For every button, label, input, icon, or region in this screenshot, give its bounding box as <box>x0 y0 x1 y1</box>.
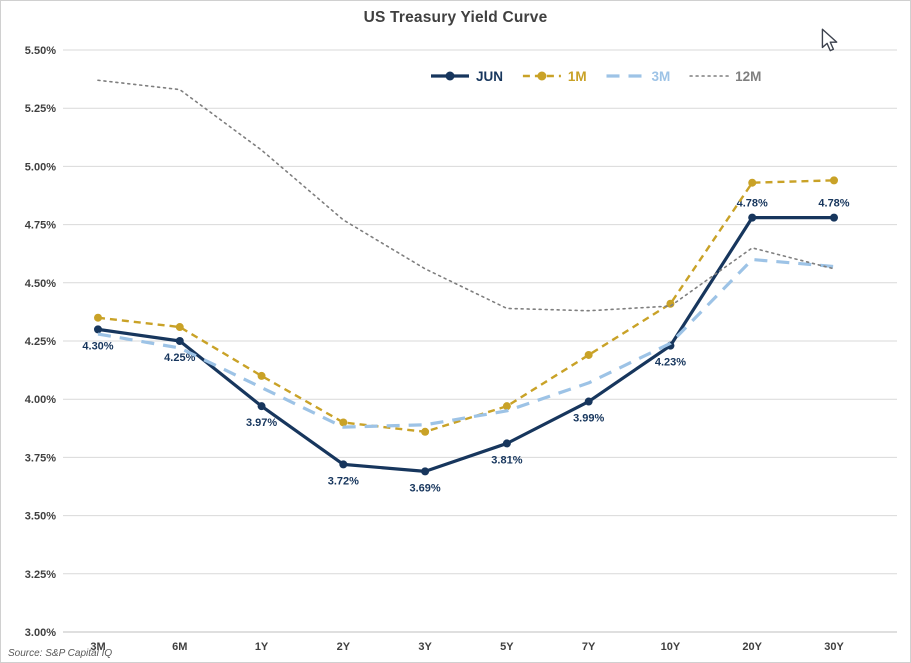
data-label: 4.78% <box>818 198 849 210</box>
legend-label-3m: 3M <box>652 69 671 84</box>
mouse-cursor-icon <box>821 28 838 52</box>
chart-title: US Treasury Yield Curve <box>363 9 548 26</box>
y-axis-tick-label: 5.25% <box>25 103 56 115</box>
legend-marker-1m <box>537 71 547 81</box>
y-axis-tick-label: 4.00% <box>25 394 56 406</box>
x-axis-tick-label: 20Y <box>742 641 762 653</box>
y-axis-tick-label: 4.25% <box>25 336 56 348</box>
y-axis-tick-label: 3.75% <box>25 452 56 464</box>
x-axis-tick-label: 6M <box>172 641 187 653</box>
data-point-jun <box>339 460 348 469</box>
legend-label-1m: 1M <box>568 69 587 84</box>
series-line-jun <box>97 216 834 473</box>
x-axis-tick-label: 3Y <box>418 641 432 653</box>
y-axis-tick-label: 3.50% <box>25 511 56 523</box>
data-point-1m <box>94 313 102 322</box>
x-axis-tick-label: 10Y <box>661 641 681 653</box>
data-label: 4.30% <box>82 340 113 352</box>
y-axis-tick-label: 5.00% <box>25 161 56 173</box>
data-point-1m <box>748 178 757 187</box>
y-axis-tick-label: 3.00% <box>25 627 56 639</box>
y-axis-tick-label: 4.50% <box>25 278 56 290</box>
y-axis-tick-label: 3.25% <box>25 569 56 581</box>
data-point-1m <box>502 402 511 411</box>
data-point-jun <box>584 397 593 406</box>
data-point-1m <box>584 350 593 359</box>
data-point-1m <box>421 427 430 436</box>
data-point-jun <box>421 467 430 476</box>
data-point-1m <box>666 299 675 308</box>
data-point-jun <box>748 213 757 222</box>
y-axis-tick-label: 5.50% <box>25 45 56 57</box>
data-point-1m <box>339 418 348 427</box>
series-line-3m <box>97 257 835 429</box>
data-point-jun <box>257 402 266 411</box>
legend-label-jun: JUN <box>476 69 503 84</box>
data-label: 3.97% <box>246 417 277 429</box>
data-point-1m <box>257 371 266 380</box>
data-label: 4.78% <box>737 198 768 210</box>
legend-marker-jun <box>445 71 455 81</box>
x-axis-tick-label: 2Y <box>337 641 351 653</box>
x-axis-tick-label: 3M <box>90 641 105 653</box>
data-label: 3.69% <box>410 482 441 494</box>
x-axis-tick-label: 5Y <box>500 641 514 653</box>
data-label: 4.25% <box>164 352 195 364</box>
x-axis-tick-label: 1Y <box>255 641 269 653</box>
data-point-1m <box>175 323 184 332</box>
data-label: 3.99% <box>573 413 604 425</box>
data-label: 4.23% <box>655 357 686 369</box>
x-axis-tick-label: 30Y <box>824 641 844 653</box>
series-line-1m <box>97 179 835 433</box>
data-point-jun <box>502 439 511 448</box>
source-note: Source: S&P Capital IQ <box>8 648 113 659</box>
data-label: 3.81% <box>491 454 522 466</box>
legend-label-12m: 12M <box>735 69 761 84</box>
data-point-jun <box>830 213 838 222</box>
x-axis-tick-label: 7Y <box>582 641 596 653</box>
series-line-12m <box>97 79 835 312</box>
data-label: 3.72% <box>328 475 359 487</box>
data-point-1m <box>830 176 838 185</box>
data-point-jun <box>175 337 184 345</box>
y-axis-tick-label: 4.75% <box>25 220 56 232</box>
data-point-jun <box>94 325 102 334</box>
